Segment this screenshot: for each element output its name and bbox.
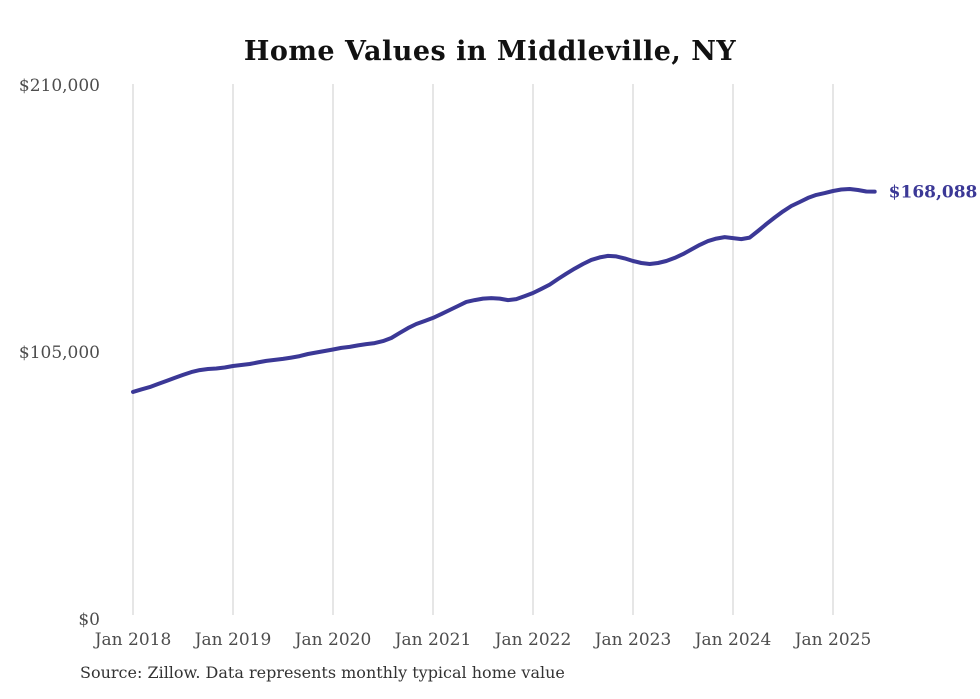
x-tick-label: Jan 2020 — [293, 630, 372, 650]
end-value-label: $168,088 — [889, 183, 978, 203]
x-tick-label: Jan 2024 — [693, 630, 772, 650]
y-tick-label: $210,000 — [19, 76, 100, 96]
home-value-line — [131, 187, 877, 394]
chart-title: Home Values in Middleville, NY — [243, 36, 737, 67]
x-tick-label: Jan 2018 — [93, 630, 172, 650]
x-tick-label: Jan 2021 — [393, 630, 472, 650]
x-tick-label: Jan 2023 — [593, 630, 672, 650]
y-tick-label: $105,000 — [19, 343, 100, 363]
source-note: Source: Zillow. Data represents monthly … — [80, 663, 565, 682]
y-tick-label: $0 — [78, 610, 100, 630]
x-tick-label: Jan 2022 — [493, 630, 572, 650]
x-tick-label: Jan 2025 — [793, 630, 872, 650]
x-tick-label: Jan 2019 — [193, 630, 272, 650]
